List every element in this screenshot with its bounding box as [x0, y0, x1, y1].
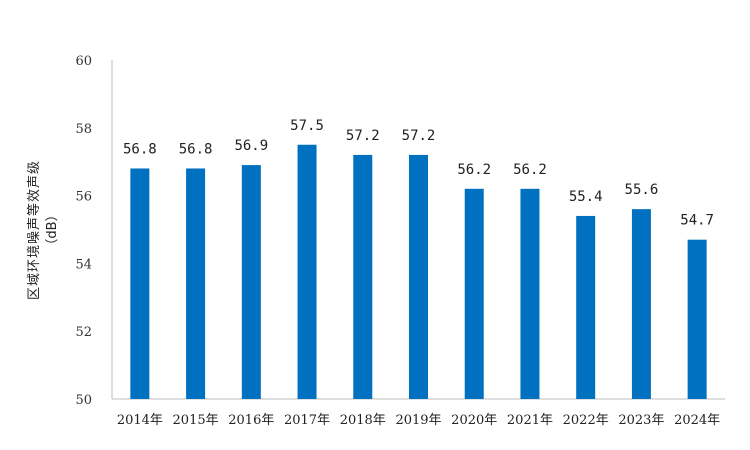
bar [241, 165, 261, 399]
x-tick-label: 2024年 [674, 413, 720, 428]
y-tick-label: 54 [75, 257, 92, 272]
x-tick-label: 2019年 [395, 413, 441, 428]
bar [130, 168, 150, 399]
x-tick-label: 2022年 [563, 413, 609, 428]
y-tick-label: 52 [75, 325, 92, 340]
data-label: 56.8 [179, 141, 213, 157]
bar [464, 188, 484, 399]
x-tick-label: 2017年 [284, 413, 330, 428]
x-tick-label: 2023年 [618, 413, 664, 428]
y-tick-label: 50 [75, 393, 92, 408]
y-axis-title-line2: （dB） [45, 208, 60, 251]
y-tick-label: 60 [75, 54, 92, 69]
data-label: 56.9 [234, 138, 268, 154]
x-tick-label: 2015年 [173, 413, 219, 428]
bars [130, 144, 707, 399]
bar [409, 154, 428, 399]
y-tick-label: 58 [75, 122, 92, 137]
bar [186, 168, 206, 399]
y-axis: 50 52 54 56 58 60 [75, 54, 113, 408]
data-label: 56.8 [123, 141, 157, 157]
y-axis-title-line1: 区域环境噪声等效声级 [26, 160, 42, 300]
bar [576, 215, 596, 399]
x-tick-label: 2021年 [507, 413, 553, 428]
x-axis: 2014年 2015年 2016年 2017年 2018年 2019年 2020年 2021年… [112, 398, 725, 428]
data-label: 56.2 [457, 162, 491, 178]
bar [631, 209, 651, 399]
x-tick-label: 2014年 [117, 413, 163, 428]
x-tick-label: 2018年 [340, 413, 386, 428]
y-tick-label: 56 [75, 190, 92, 205]
data-label: 54.7 [680, 213, 714, 229]
bar [520, 188, 540, 399]
data-label: 56.2 [513, 162, 547, 178]
bar [353, 154, 373, 399]
x-tick-label: 2016年 [228, 413, 274, 428]
y-axis-title: 区域环境噪声等效声级 （dB） [26, 160, 60, 300]
bar [687, 239, 707, 399]
data-label: 55.6 [625, 182, 659, 198]
bar [297, 144, 317, 399]
data-labels: 56.8 56.8 56.9 57.5 57.2 57.2 56.2 56.2 55.4 55.6… [123, 118, 714, 229]
x-tick-label: 2020年 [451, 413, 497, 428]
data-label: 57.2 [402, 128, 436, 144]
data-label: 55.4 [569, 189, 603, 205]
data-label: 57.5 [290, 118, 324, 134]
data-label: 57.2 [346, 128, 380, 144]
